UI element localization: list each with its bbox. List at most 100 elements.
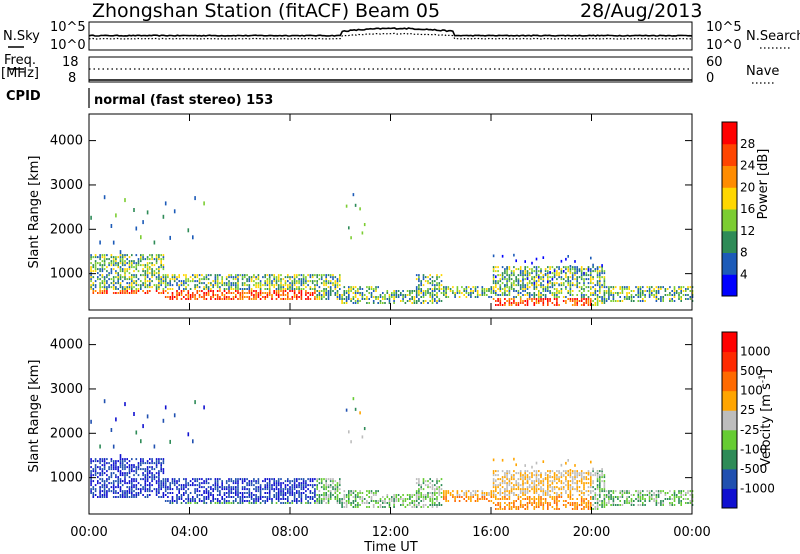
echo-cell — [207, 494, 210, 496]
echo-cell — [427, 302, 429, 304]
echo-cell — [431, 494, 434, 496]
echo-cell — [357, 290, 359, 292]
echo-cell — [112, 480, 115, 483]
echo-cell — [637, 292, 640, 294]
echo-cell — [314, 496, 316, 498]
echo-cell — [431, 298, 434, 300]
echo-cell — [495, 496, 497, 498]
echo-cell — [336, 484, 339, 487]
echo-cell — [345, 506, 348, 508]
echo-cell — [192, 294, 194, 296]
echo-cell — [201, 478, 203, 481]
echo-cell — [465, 490, 468, 493]
echo-cell — [596, 300, 599, 302]
echo-cell — [580, 304, 583, 306]
echo-cell — [248, 492, 251, 494]
echo-cell — [415, 278, 418, 281]
echo-cell — [246, 296, 248, 298]
echo-cell — [121, 494, 124, 496]
echo-cell — [293, 482, 296, 485]
echo-cell — [133, 282, 135, 285]
echo-cell — [300, 502, 303, 504]
echo-cell — [585, 302, 588, 304]
echo-cell — [187, 290, 190, 292]
echo-cell — [151, 474, 153, 477]
echo-cell — [508, 478, 511, 481]
echo-cell — [612, 292, 615, 294]
echo-cell — [438, 494, 441, 496]
echo-cell — [173, 209, 176, 214]
echo-cell — [415, 504, 418, 506]
echo-cell — [239, 478, 242, 481]
echo-cell — [94, 280, 97, 283]
echo-cell — [569, 496, 572, 498]
echo-cell — [415, 288, 418, 290]
echo-cell — [388, 504, 391, 506]
echo-cell — [198, 290, 201, 292]
echo-cell — [424, 300, 427, 302]
echo-cell — [673, 292, 676, 294]
echo-cell — [535, 294, 538, 296]
echo-cell — [481, 494, 484, 496]
echo-cell — [180, 498, 183, 500]
echo-cell — [535, 266, 538, 269]
echo-cell — [250, 278, 253, 281]
echo-cell — [603, 480, 606, 483]
echo-cell — [325, 276, 327, 279]
echo-cell — [436, 506, 438, 508]
echo-cell — [262, 276, 264, 279]
echo-cell — [599, 492, 601, 494]
echo-cell — [558, 508, 560, 510]
echo-cell — [235, 274, 237, 277]
echo-cell — [235, 276, 237, 279]
echo-cell — [655, 490, 658, 493]
echo-cell — [434, 504, 436, 506]
echo-cell — [522, 284, 524, 287]
echo-cell — [429, 292, 431, 294]
echo-cell — [553, 472, 556, 475]
echo-cell — [210, 502, 212, 504]
echo-cell — [375, 492, 377, 494]
echo-cell — [519, 288, 522, 290]
echo-cell — [237, 486, 239, 489]
echo-cell — [192, 500, 194, 502]
echo-cell — [293, 494, 296, 496]
echo-cell — [424, 484, 427, 487]
echo-cell — [106, 290, 108, 292]
echo-cell — [316, 488, 318, 491]
echo-cell — [137, 468, 140, 471]
echo-cell — [185, 294, 187, 296]
echo-cell — [334, 288, 337, 290]
echo-cell — [205, 496, 208, 498]
x-tick-label: 04:00 — [171, 525, 208, 540]
echo-cell — [576, 270, 578, 273]
echo-cell — [228, 276, 230, 279]
echo-cell — [119, 284, 122, 287]
echo-cell — [203, 298, 205, 300]
echo-cell — [354, 300, 357, 302]
echo-cell — [440, 288, 443, 290]
echo-cell — [565, 506, 567, 508]
echo-cell — [542, 256, 545, 259]
echo-cell — [323, 290, 325, 292]
echo-cell — [155, 492, 158, 494]
nave-tick-top: 60 — [706, 55, 723, 70]
echo-cell — [106, 254, 108, 257]
echo-cell — [334, 292, 337, 294]
echo-cell — [386, 496, 389, 498]
echo-cell — [556, 288, 558, 290]
echo-cell — [642, 494, 644, 496]
echo-cell — [128, 266, 131, 269]
echo-cell — [94, 284, 97, 287]
echo-cell — [352, 302, 355, 304]
echo-cell — [108, 272, 110, 275]
echo-cell — [268, 480, 271, 483]
echo-cell — [336, 292, 339, 294]
nsearch-label: N.Search — [746, 29, 800, 44]
echo-cell — [553, 478, 556, 481]
echo-cell — [567, 278, 569, 281]
echo-cell — [357, 288, 359, 290]
echo-cell — [580, 508, 583, 510]
echo-cell — [574, 508, 576, 510]
echo-cell — [155, 258, 158, 261]
